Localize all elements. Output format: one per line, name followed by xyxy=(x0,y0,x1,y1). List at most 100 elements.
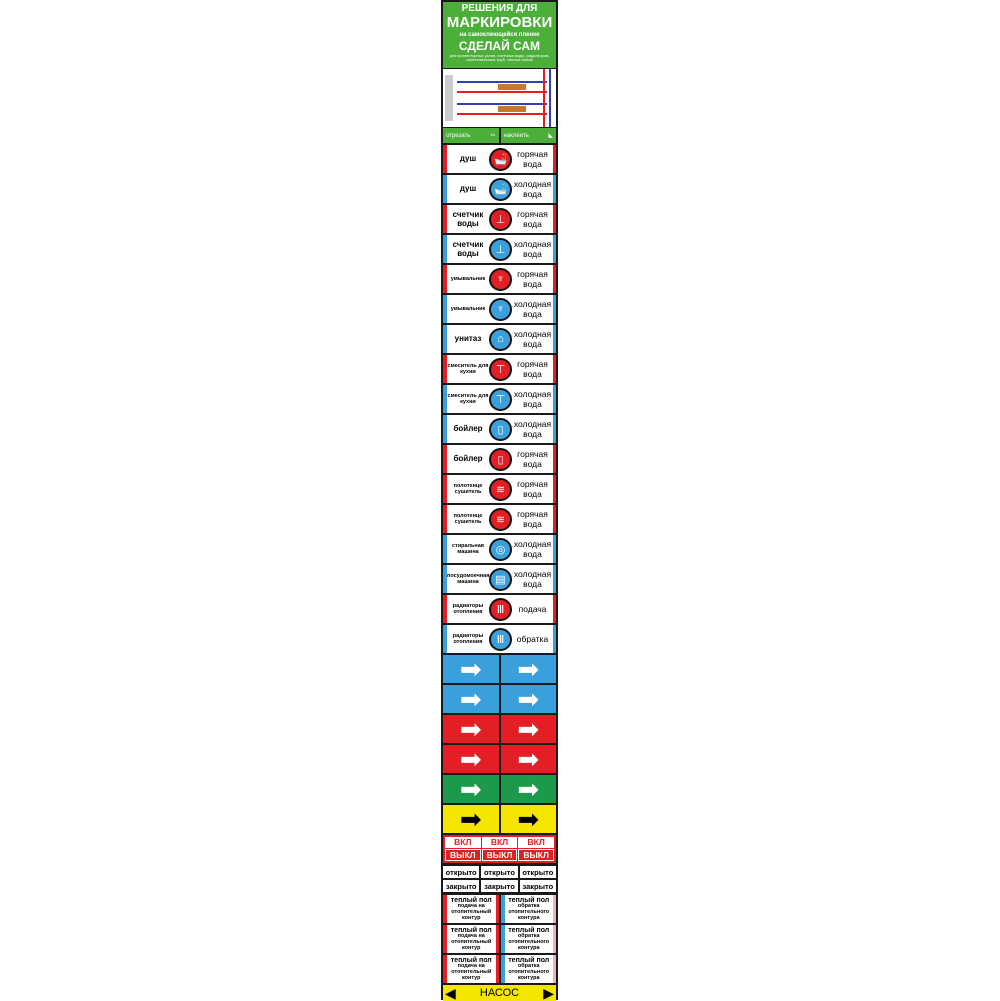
closed-label: закрыто xyxy=(443,880,480,892)
water-type-label: подача xyxy=(518,603,547,614)
warm-floor-supply: теплый пол подача на отопительный контур xyxy=(443,955,499,983)
fixture-label: счетчик воды xyxy=(452,209,484,228)
open-closed-labels: открыто открыто открыто закрыто закрыто … xyxy=(443,865,556,893)
arrow-right-icon: ➡ xyxy=(500,745,556,773)
fixture-label: умывальник xyxy=(450,275,486,282)
water-type-label: холодная вода xyxy=(513,328,552,349)
stick-label: наклеить xyxy=(503,132,529,139)
fixture-label: радиаторы отопления xyxy=(452,632,484,645)
warm-floor-title: теплый пол xyxy=(450,957,492,964)
arrow-row: ➡ ➡ xyxy=(443,685,556,713)
manifold-diagram xyxy=(443,69,556,127)
pump-text: НАСОС xyxy=(479,987,520,999)
label-sticker: душ 🛁 холодная вода xyxy=(443,175,556,203)
arrow-row: ➡ ➡ xyxy=(443,805,556,833)
cut-instruction: отрезать ✂ xyxy=(443,128,499,143)
on-off-labels: ВКЛ ВКЛ ВКЛ ВЫКЛ ВЫКЛ ВЫКЛ xyxy=(443,835,556,863)
faucet-icon: ⊤ xyxy=(489,387,512,411)
fixture-label: посудомоечная машина xyxy=(447,572,490,585)
arrow-right-icon: ➡ xyxy=(500,805,556,833)
header-line1: РЕШЕНИЯ ДЛЯ xyxy=(461,3,538,14)
label-sticker: умывальник ♆ холодная вода xyxy=(443,295,556,323)
open-label: открыто xyxy=(481,866,518,878)
off-label: ВЫКЛ xyxy=(445,848,481,861)
water-type-label: холодная вода xyxy=(513,388,552,409)
arrow-list: ➡ ➡ ➡ ➡ ➡ ➡ ➡ ➡ ➡ ➡ ➡ ➡ xyxy=(443,655,556,833)
header-line3: на самоклеющейся пленке xyxy=(459,32,540,38)
toilet-icon: ⌂ xyxy=(489,327,512,351)
scissors-icon: ✂ xyxy=(490,133,496,139)
arrow-right-icon: ▶ xyxy=(543,985,554,1001)
radiator-icon: Ⅲ xyxy=(489,597,512,621)
label-sticker: посудомоечная машина ▤ холодная вода xyxy=(443,565,556,593)
water-type-label: обратка xyxy=(516,633,549,644)
pump-label: ◀ НАСОС ▶ xyxy=(443,985,556,1001)
arrow-right-icon: ➡ xyxy=(500,715,556,743)
open-label: открыто xyxy=(519,866,556,878)
fixture-label: умывальник xyxy=(450,305,486,312)
sink-icon: ♆ xyxy=(489,297,512,321)
return-text: обратка отопительного контура xyxy=(508,933,550,951)
warm-floor-labels: теплый пол подача на отопительный контур т… xyxy=(443,895,556,983)
water-type-label: горячая вода xyxy=(517,508,548,529)
fixture-label: бойлер xyxy=(453,454,483,464)
open-label: открыто xyxy=(443,866,480,878)
warm-floor-row: теплый пол подача на отопительный контур т… xyxy=(443,925,556,953)
label-sticker: смеситель для кухни ⊤ горячая вода xyxy=(443,355,556,383)
on-label: ВКЛ xyxy=(518,837,554,848)
fixture-label: счетчик воды xyxy=(452,239,484,258)
label-sticker: полотенце сушитель ≋ горячая вода xyxy=(443,475,556,503)
arrow-right-icon: ➡ xyxy=(500,655,556,683)
fixture-label: стиральная машина xyxy=(451,542,485,555)
fixture-label: бойлер xyxy=(453,424,483,434)
arrow-right-icon: ➡ xyxy=(443,655,499,683)
boiler-icon: ▯ xyxy=(489,447,512,471)
water-type-label: горячая вода xyxy=(517,148,548,169)
water-type-label: горячая вода xyxy=(517,208,548,229)
label-sticker: стиральная машина ◎ холодная вода xyxy=(443,535,556,563)
fixture-label: унитаз xyxy=(454,334,482,344)
water-type-label: холодная вода xyxy=(513,538,552,559)
warm-floor-return: теплый пол обратка отопительного контура xyxy=(500,925,556,953)
sink-icon: ♆ xyxy=(489,267,512,291)
off-label: ВЫКЛ xyxy=(481,848,518,861)
fixture-label: смеситель для кухни xyxy=(447,362,489,375)
label-sticker: унитаз ⌂ холодная вода xyxy=(443,325,556,353)
water-type-label: горячая вода xyxy=(517,268,548,289)
label-sticker: полотенце сушитель ≋ горячая вода xyxy=(443,505,556,533)
warm-floor-title: теплый пол xyxy=(508,957,550,964)
label-sticker: смеситель для кухни ⊤ холодная вода xyxy=(443,385,556,413)
warm-floor-supply: теплый пол подача на отопительный контур xyxy=(443,925,499,953)
water-type-label: горячая вода xyxy=(517,478,548,499)
arrow-right-icon: ➡ xyxy=(443,805,499,833)
on-label: ВКЛ xyxy=(445,837,481,848)
supply-text: подача на отопительный контур xyxy=(451,933,492,951)
off-label: ВЫКЛ xyxy=(518,848,554,861)
sticker-sheet: РЕШЕНИЯ ДЛЯ МАРКИРОВКИ на самоклеющейся … xyxy=(441,0,558,1001)
water-meter-icon: ⊥ xyxy=(489,207,512,231)
header-banner: РЕШЕНИЯ ДЛЯ МАРКИРОВКИ на самоклеющейся … xyxy=(443,2,556,68)
label-sticker: душ 🛁 горячая вода xyxy=(443,145,556,173)
supply-text: подача на отопительный контур xyxy=(451,963,492,981)
label-sticker: бойлер ▯ горячая вода xyxy=(443,445,556,473)
water-type-label: холодная вода xyxy=(513,568,552,589)
label-list: душ 🛁 горячая вода душ 🛁 холодная вода счетчик… xyxy=(443,145,556,653)
label-sticker: счетчик воды ⊥ горячая вода xyxy=(443,205,556,233)
warm-floor-title: теплый пол xyxy=(450,927,492,934)
fixture-label: радиаторы отопления xyxy=(452,602,484,615)
water-type-label: горячая вода xyxy=(517,448,548,469)
arrow-right-icon: ➡ xyxy=(443,685,499,713)
water-type-label: холодная вода xyxy=(513,418,552,439)
shower-icon: 🛁 xyxy=(489,147,512,171)
radiator-icon: Ⅲ xyxy=(489,627,512,651)
label-sticker: счетчик воды ⊥ холодная вода xyxy=(443,235,556,263)
warm-floor-row: теплый пол подача на отопительный контур т… xyxy=(443,955,556,983)
label-sticker: умывальник ♆ горячая вода xyxy=(443,265,556,293)
arrow-row: ➡ ➡ xyxy=(443,745,556,773)
washing-machine-icon: ◎ xyxy=(489,537,512,561)
return-text: обратка отопительного контура xyxy=(508,963,550,981)
fixture-label: полотенце сушитель xyxy=(453,482,483,495)
instructions-bar: отрезать ✂ наклеить ◣ xyxy=(443,128,556,143)
arrow-left-icon: ◀ xyxy=(445,985,456,1001)
